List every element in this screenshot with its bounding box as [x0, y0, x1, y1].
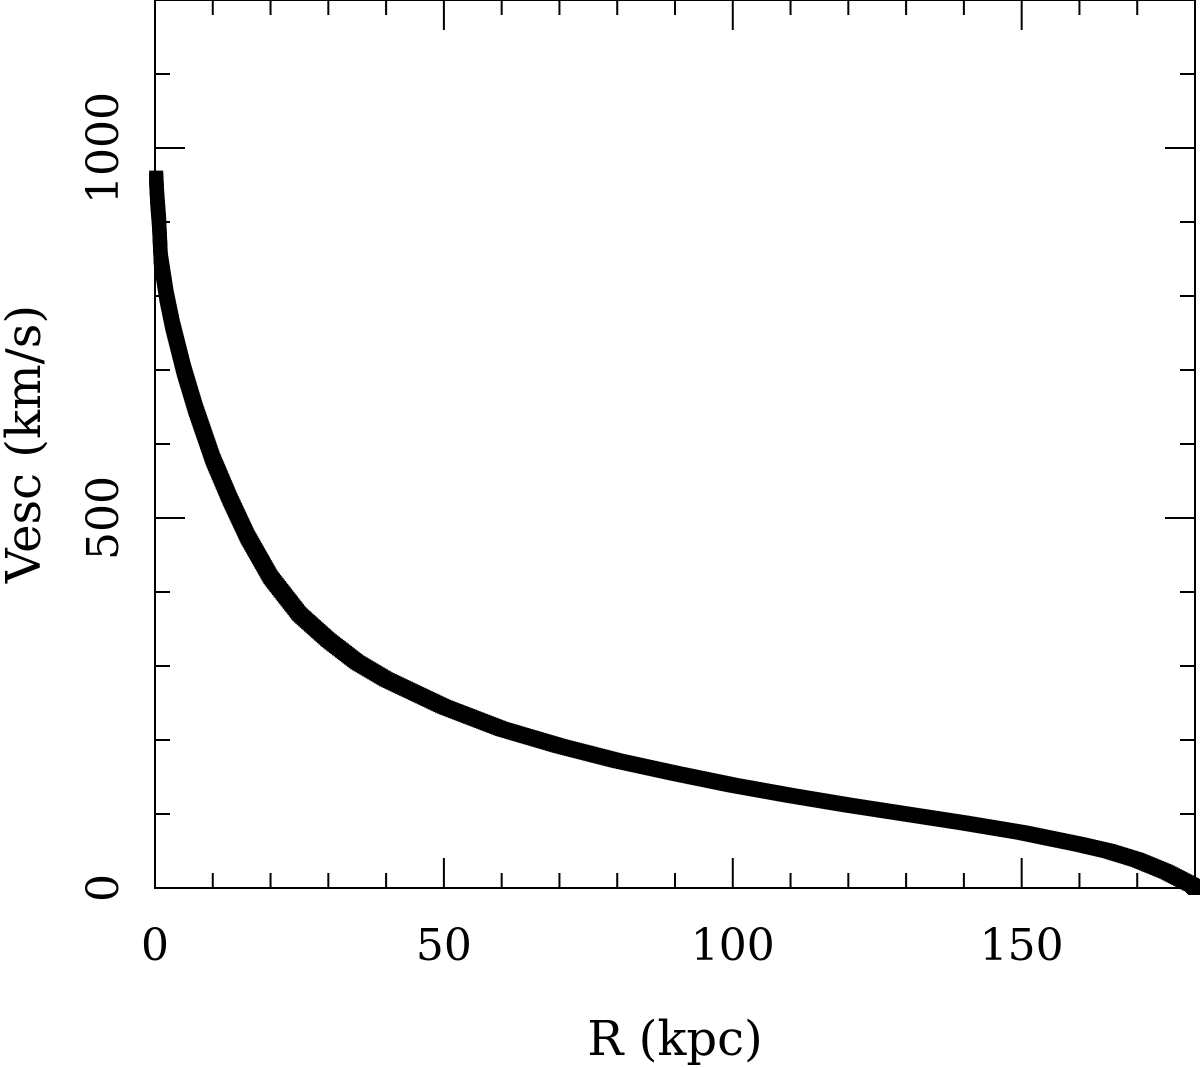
- data-points: [149, 170, 1200, 895]
- y-tick-label: 0: [78, 874, 129, 902]
- y-tick-label: 500: [78, 476, 129, 560]
- x-tick-label: 50: [416, 920, 472, 971]
- x-tick-label: 100: [691, 920, 775, 971]
- tick-labels: 0 50 100 150 0 500 1000: [78, 92, 1064, 971]
- plot-frame: [154, 0, 1196, 889]
- axis-ticks: [154, 0, 1196, 889]
- y-tick-label: 1000: [78, 92, 129, 204]
- data-point: [1188, 881, 1200, 895]
- x-axis-label: R (kpc): [587, 1011, 763, 1067]
- x-tick-label: 150: [980, 920, 1064, 971]
- x-tick-label: 0: [141, 920, 169, 971]
- y-axis-label: Vesc (km/s): [0, 305, 52, 584]
